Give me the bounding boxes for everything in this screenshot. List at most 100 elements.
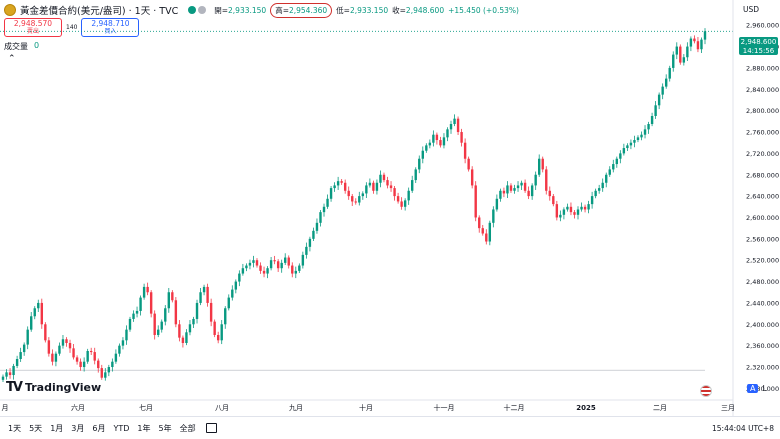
- candle-body: [269, 260, 273, 269]
- candle-body: [492, 209, 495, 223]
- candle-body: [361, 193, 365, 197]
- y-tick-label: 2,360.000: [746, 342, 779, 350]
- candle-body: [178, 324, 181, 338]
- y-tick-label: 2,760.000: [746, 129, 779, 137]
- candle-body: [375, 182, 379, 191]
- spread-value: 140: [66, 24, 78, 31]
- candle-body: [523, 182, 527, 191]
- range-1d[interactable]: 1天: [8, 423, 22, 433]
- candle-body: [555, 204, 559, 218]
- candle-body: [216, 334, 220, 341]
- data-status-icon: [198, 6, 207, 14]
- candle-body: [474, 185, 477, 218]
- candle-body: [516, 185, 520, 189]
- candle-body: [125, 329, 128, 341]
- candle-body: [368, 182, 372, 186]
- candle-body: [615, 158, 619, 165]
- range-5y[interactable]: 5年: [158, 423, 172, 433]
- price-chart[interactable]: 2,280.000 2,320.000 2,360.000 2,400.000 2,44…: [0, 0, 780, 416]
- candle-body: [245, 265, 248, 269]
- last-price-tag: 2,948.600 14:15:56: [739, 37, 778, 55]
- volume-legend[interactable]: 成交量 0: [4, 41, 39, 52]
- range-5d[interactable]: 5天: [29, 423, 43, 433]
- candle-body: [181, 337, 185, 343]
- candle-body: [231, 289, 234, 298]
- candle-body: [132, 313, 135, 319]
- candle-body: [435, 134, 439, 141]
- candle-body: [449, 124, 453, 130]
- range-all[interactable]: 全部: [179, 423, 196, 433]
- candle-body: [294, 270, 297, 274]
- y-tick-label: 2,840.000: [746, 86, 779, 94]
- candle-body: [612, 164, 615, 170]
- candle-body: [8, 372, 12, 376]
- candle-body: [26, 329, 29, 345]
- candle-body: [573, 212, 576, 215]
- y-tick-label: 2,520.000: [746, 257, 779, 265]
- sell-button[interactable]: 2,948.570 賣出: [4, 18, 62, 37]
- candle-body: [393, 188, 396, 197]
- price-axis: 2,280.000 2,320.000 2,360.000 2,400.000 2,44…: [732, 0, 779, 416]
- candle-body: [460, 132, 463, 143]
- candle-body: [97, 360, 100, 369]
- candle-body: [319, 212, 322, 223]
- log-scale-button[interactable]: L: [762, 384, 767, 393]
- ohlc-close: 收=2,948.600: [392, 5, 445, 15]
- range-1m[interactable]: 1月: [50, 423, 64, 433]
- calendar-icon[interactable]: [205, 423, 217, 433]
- x-tick-label: 十二月: [504, 403, 525, 412]
- candle-body: [608, 169, 611, 175]
- candle-body: [153, 313, 156, 335]
- volume-value: 0: [34, 41, 40, 50]
- y-tick-label: 2,320.000: [746, 364, 779, 372]
- collapse-chevron-icon[interactable]: ⌃: [8, 54, 16, 64]
- candle-body: [386, 180, 389, 186]
- range-3m[interactable]: 3月: [71, 423, 85, 433]
- candle-body: [315, 222, 319, 231]
- clock[interactable]: 15:44:04 UTC+8: [712, 424, 774, 433]
- candle-body: [432, 134, 435, 143]
- sell-label: 賣出: [26, 28, 39, 35]
- range-6m[interactable]: 6月: [92, 423, 106, 433]
- candle-body: [619, 153, 622, 159]
- candle-body: [86, 351, 89, 362]
- candle-body: [425, 145, 428, 151]
- x-tick-label: 二月: [653, 404, 667, 412]
- candle-body: [668, 67, 671, 79]
- candle-body: [5, 372, 8, 377]
- auto-scale-button[interactable]: A: [747, 384, 759, 393]
- range-ytd[interactable]: YTD: [113, 423, 130, 433]
- buy-button[interactable]: 2,948.710 買入: [81, 18, 140, 37]
- y-tick-label: 2,880.000: [746, 64, 779, 72]
- candle-body: [633, 140, 636, 143]
- tradingview-logo[interactable]: TV TradingView: [6, 380, 101, 395]
- candle-body: [442, 137, 446, 146]
- x-tick-label: 六月: [71, 403, 85, 412]
- candle-body: [209, 302, 213, 322]
- tradingview-mark-icon: TV: [6, 380, 23, 395]
- gold-symbol-icon: [4, 4, 16, 16]
- x-tick-label: 月: [2, 404, 9, 412]
- currency-label[interactable]: USD: [743, 5, 760, 14]
- candle-body: [672, 54, 675, 68]
- x-tick-label: 三月: [721, 404, 735, 412]
- candle-body: [30, 316, 33, 330]
- x-tick-label: 十月: [359, 403, 373, 412]
- candle-body: [206, 286, 209, 303]
- candle-body: [65, 339, 68, 343]
- y-tick-label: 2,680.000: [746, 171, 779, 179]
- candle-body: [33, 308, 36, 317]
- symbol-title[interactable]: 黃金差價合約(美元/盎司) · 1天 · TVC: [20, 6, 179, 17]
- candle-body: [308, 238, 312, 247]
- candle-body: [40, 302, 44, 325]
- candle-body: [629, 142, 633, 146]
- volume-label: 成交量: [4, 42, 28, 51]
- candle-body: [530, 185, 534, 197]
- brand-name: TradingView: [24, 381, 102, 394]
- candle-body: [622, 148, 626, 154]
- range-1y[interactable]: 1年: [137, 423, 151, 433]
- candle-body: [650, 116, 654, 125]
- candle-body: [118, 345, 121, 354]
- candle-body: [559, 214, 562, 218]
- x-tick-label: 九月: [289, 403, 303, 412]
